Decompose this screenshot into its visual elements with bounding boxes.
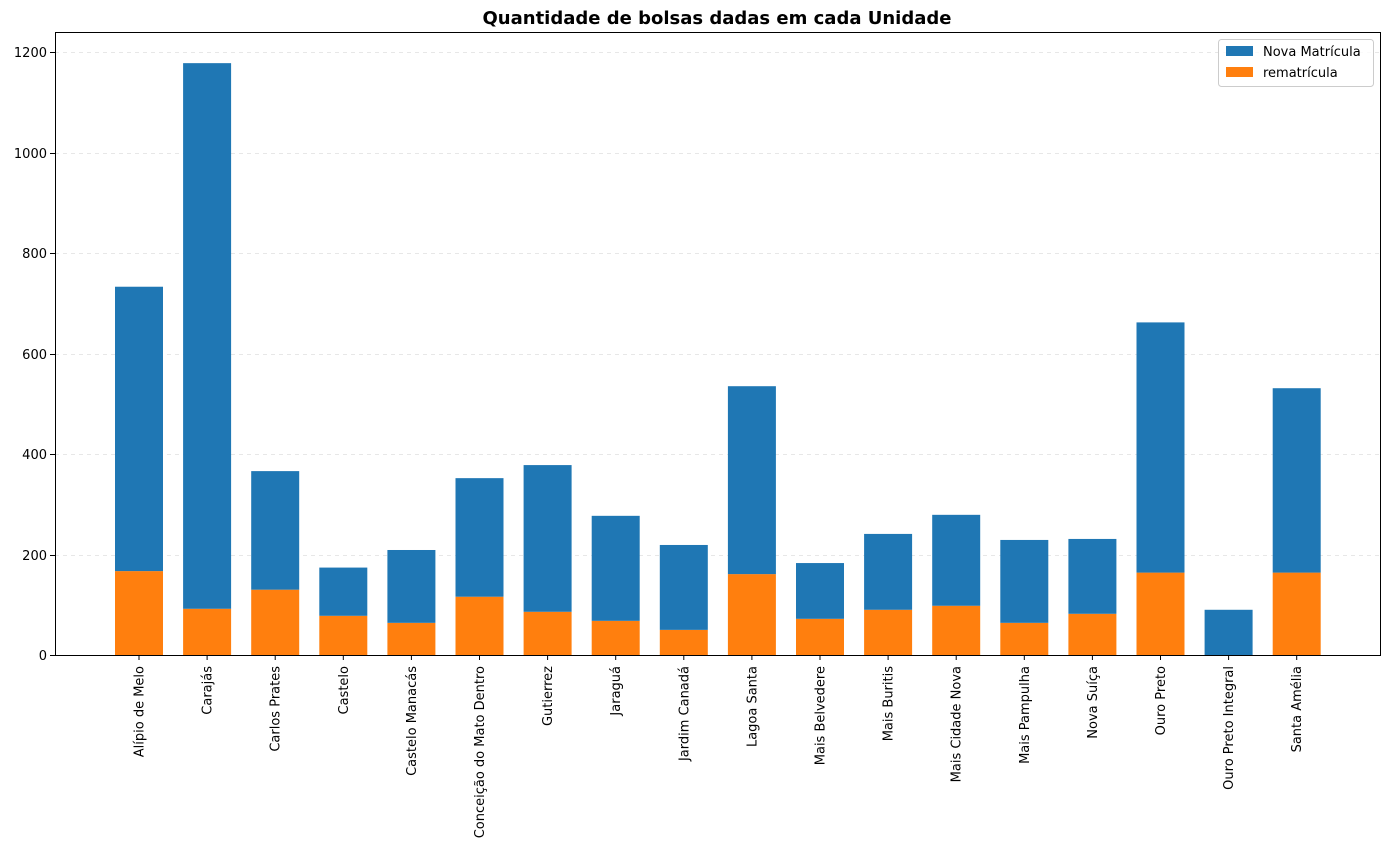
- legend-label: rematrícula: [1263, 66, 1338, 81]
- bar-rematricula: [455, 596, 504, 655]
- bar-nova-matricula: [1068, 538, 1117, 614]
- bars: [115, 63, 1321, 655]
- x-tick-label: Mais Buritis: [882, 666, 897, 742]
- bar-nova-matricula: [183, 63, 232, 609]
- x-tick-label: Jardim Canadá: [677, 666, 692, 762]
- bar-rematricula: [319, 615, 368, 655]
- y-tick-label: 200: [22, 549, 47, 564]
- bar-nova-matricula: [1204, 609, 1253, 655]
- y-tick-label: 0: [39, 649, 47, 664]
- legend-swatch: [1226, 67, 1253, 77]
- bar-nova-matricula: [796, 563, 844, 619]
- bar-nova-matricula: [523, 465, 572, 612]
- y-tick-label: 400: [22, 448, 47, 463]
- bar-rematricula: [591, 620, 640, 655]
- x-tick-label: Carlos Prates: [269, 666, 284, 752]
- bar-rematricula: [1136, 572, 1185, 655]
- x-tick-label: Jaraguá: [609, 666, 624, 717]
- x-tick-label: Conceição do Mato Dentro: [473, 666, 488, 838]
- x-tick-label: Castelo: [337, 666, 352, 715]
- bar-rematricula: [387, 622, 436, 655]
- x-tick-label: Carajás: [201, 666, 216, 715]
- x-tick-label: Alípio de Melo: [133, 666, 148, 757]
- bar-rematricula: [727, 574, 776, 655]
- x-tick-label: Castelo Manacás: [405, 666, 420, 776]
- bar-nova-matricula: [319, 567, 368, 616]
- bar-nova-matricula: [1000, 539, 1049, 623]
- x-tick-label: Lagoa Santa: [745, 666, 760, 747]
- bar-rematricula: [796, 618, 844, 655]
- bar-nova-matricula: [932, 514, 981, 606]
- bar-nova-matricula: [864, 533, 913, 610]
- bar-rematricula: [864, 609, 913, 655]
- bar-nova-matricula: [1136, 322, 1185, 573]
- x-tick-label: Santa Amélia: [1290, 666, 1305, 752]
- bar-rematricula: [251, 589, 300, 655]
- legend: Nova Matrícula rematrícula: [1218, 39, 1374, 87]
- legend-box: [1218, 39, 1374, 87]
- y-tick-label: 600: [22, 348, 47, 363]
- bar-nova-matricula: [659, 544, 708, 630]
- x-axis: Alípio de Melo Carajás Carlos Prates Castel…: [133, 655, 1305, 838]
- bar-rematricula: [1000, 622, 1049, 655]
- y-tick-label: 1200: [14, 46, 47, 61]
- x-tick-label: Ouro Preto: [1154, 666, 1169, 735]
- y-tick-label: 1000: [14, 147, 47, 162]
- bar-nova-matricula: [591, 515, 640, 621]
- x-tick-label: Mais Pampulha: [1018, 666, 1033, 764]
- bar-nova-matricula: [455, 478, 504, 597]
- plot-frame: [55, 32, 1381, 656]
- x-tick-label: Mais Cidade Nova: [950, 666, 965, 782]
- chart-title: Quantidade de bolsas dadas em cada Unida…: [483, 8, 952, 29]
- bar-rematricula: [523, 611, 572, 655]
- bar-rematricula: [932, 605, 981, 655]
- x-tick-label: Nova Suíça: [1086, 666, 1101, 739]
- x-tick-label: Mais Belvedere: [814, 666, 829, 765]
- bar-nova-matricula: [727, 386, 776, 575]
- bar-nova-matricula: [251, 471, 300, 590]
- bar-rematricula: [115, 571, 163, 655]
- legend-swatch: [1226, 46, 1253, 56]
- bar-rematricula: [659, 629, 708, 655]
- y-tick-label: 800: [22, 247, 47, 262]
- bar-rematricula: [1272, 572, 1321, 655]
- legend-label: Nova Matrícula: [1263, 45, 1361, 60]
- bar-nova-matricula: [1272, 388, 1321, 573]
- bar-rematricula: [1068, 613, 1117, 655]
- bar-rematricula: [183, 608, 232, 655]
- bar-nova-matricula: [115, 286, 163, 572]
- x-tick-label: Gutierrez: [541, 666, 556, 726]
- bar-nova-matricula: [387, 549, 436, 623]
- x-tick-label: Ouro Preto Integral: [1222, 666, 1237, 790]
- y-axis: 0 200 400 600 800 1000 1200: [14, 46, 55, 664]
